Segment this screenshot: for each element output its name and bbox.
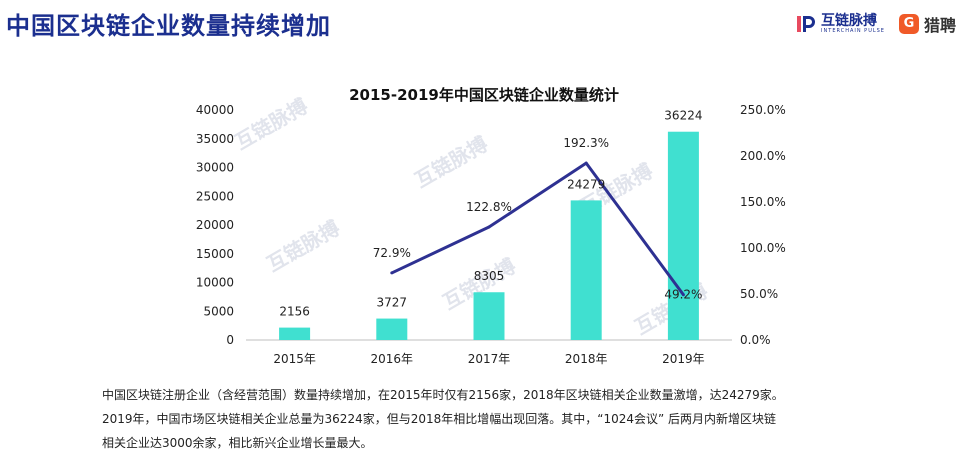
caption-line-2: 2019年，中国市场区块链相关企业总量为36224家，但与2018年相比增幅出现… bbox=[102, 412, 777, 426]
y-tick-label: 5000 bbox=[203, 304, 234, 318]
growth-line bbox=[391, 161, 685, 296]
caption: 中国区块链注册企业（含经营范围）数量持续增加，在2015年时仅有2156家，20… bbox=[102, 383, 902, 455]
y-tick-label: 0 bbox=[226, 333, 234, 347]
y2-tick-label: 150.0% bbox=[740, 195, 786, 209]
caption-line-3: 相关企业达3000余家，相比新兴企业增长量最大。 bbox=[102, 436, 373, 450]
bar-data-label: 24279 bbox=[567, 177, 605, 191]
bar bbox=[279, 327, 311, 340]
line-point bbox=[584, 161, 588, 165]
line-point bbox=[390, 271, 394, 275]
y2-tick-label: 0.0% bbox=[740, 333, 771, 347]
y-tick-label: 25000 bbox=[196, 189, 234, 203]
watermark-0: 互链脉搏 bbox=[263, 216, 344, 277]
bar-data-label: 2156 bbox=[279, 305, 310, 319]
y2-tick-label: 50.0% bbox=[740, 287, 778, 301]
bar-data-label: 36224 bbox=[664, 109, 702, 123]
interchain-pulse-logo: 互链脉搏 INTERCHAIN PULSE bbox=[796, 14, 885, 34]
y-tick-label: 35000 bbox=[196, 132, 234, 146]
watermark-1: 互链脉搏 bbox=[411, 132, 492, 193]
x-tick-label: 2015年 bbox=[273, 352, 316, 366]
bar-data-label: 8305 bbox=[474, 269, 505, 283]
line-point bbox=[487, 225, 491, 229]
caption-line-1: 中国区块链注册企业（含经营范围）数量持续增加，在2015年时仅有2156家，20… bbox=[102, 388, 784, 402]
line-data-label: 49.2% bbox=[664, 288, 702, 302]
bar bbox=[667, 131, 699, 340]
ip-logo-icon bbox=[797, 16, 816, 32]
y-tick-label: 15000 bbox=[196, 247, 234, 261]
bar bbox=[570, 200, 602, 340]
chart-title: 2015-2019年中国区块链企业数量统计 bbox=[349, 86, 619, 104]
interchain-pulse-sub: INTERCHAIN PULSE bbox=[821, 28, 885, 34]
watermark-5: 互链脉搏 bbox=[231, 94, 312, 155]
x-tick-label: 2016年 bbox=[371, 352, 414, 366]
page-title: 中国区块链企业数量持续增加 bbox=[6, 12, 331, 40]
bar bbox=[376, 318, 408, 340]
y-tick-label: 10000 bbox=[196, 276, 234, 290]
liepin-name: 猎聘 bbox=[923, 16, 956, 35]
y2-tick-label: 100.0% bbox=[740, 241, 786, 255]
x-tick-label: 2018年 bbox=[565, 352, 608, 366]
brand-logos: 互链脉搏 INTERCHAIN PULSE G 猎聘 bbox=[796, 12, 956, 36]
y-tick-label: 30000 bbox=[196, 161, 234, 175]
x-tick-label: 2019年 bbox=[662, 352, 705, 366]
line-data-label: 192.3% bbox=[563, 136, 609, 150]
y2-tick-label: 200.0% bbox=[740, 149, 786, 163]
x-tick-label: 2017年 bbox=[468, 352, 511, 366]
y-tick-label: 20000 bbox=[196, 218, 234, 232]
bar-data-label: 3727 bbox=[377, 296, 408, 310]
bar bbox=[473, 292, 505, 340]
line-data-label: 122.8% bbox=[466, 200, 512, 214]
line-point bbox=[681, 293, 685, 297]
y-tick-label: 40000 bbox=[196, 103, 234, 117]
line-data-label: 72.9% bbox=[373, 246, 411, 260]
interchain-pulse-name: 互链脉搏 bbox=[821, 13, 878, 29]
liepin-logo-icon: G bbox=[898, 14, 919, 34]
liepin-logo: G 猎聘 bbox=[898, 12, 956, 36]
y2-tick-label: 250.0% bbox=[740, 103, 786, 117]
